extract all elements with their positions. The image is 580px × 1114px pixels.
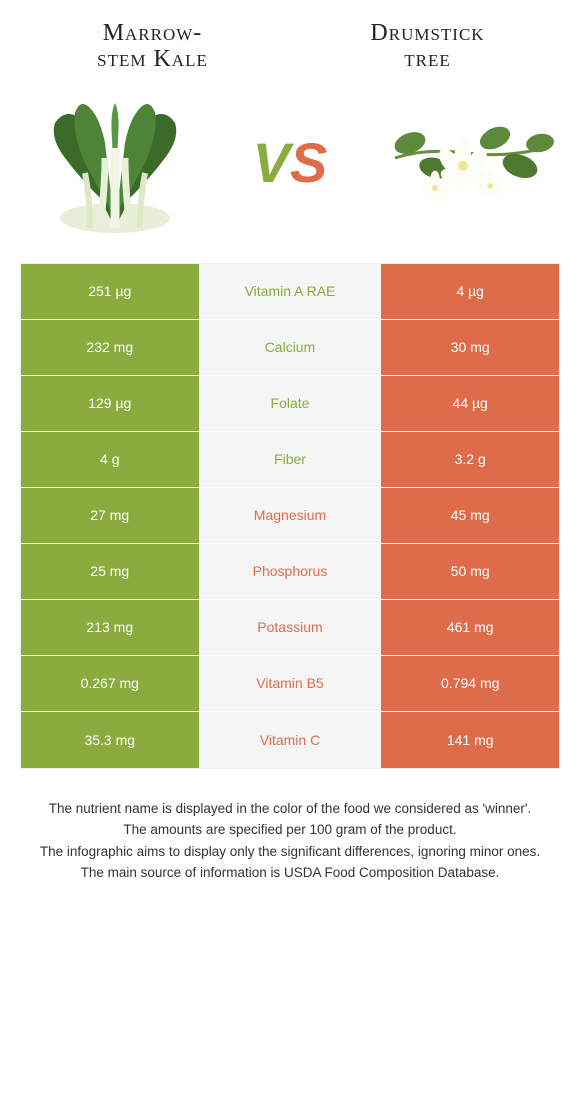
table-row: 25 mg Phosphorus 50 mg — [21, 544, 559, 600]
title-text: stem Kale — [97, 46, 208, 72]
footnote-text: The nutrient name is displayed in the co… — [30, 799, 550, 819]
right-value: 461 mg — [381, 600, 559, 655]
footnote-text: The main source of information is USDA F… — [30, 863, 550, 883]
right-value: 30 mg — [381, 320, 559, 375]
left-food-title: Marrow- stem Kale — [29, 20, 277, 73]
drumstick-image — [375, 88, 555, 238]
nutrient-label: Calcium — [199, 320, 382, 375]
title-text: Marrow- — [103, 20, 203, 46]
table-row: 27 mg Magnesium 45 mg — [21, 488, 559, 544]
left-value: 35.3 mg — [21, 712, 199, 768]
table-row: 251 µg Vitamin A RAE 4 µg — [21, 264, 559, 320]
title-text: tree — [404, 46, 451, 72]
left-value: 213 mg — [21, 600, 199, 655]
nutrient-label: Folate — [199, 376, 382, 431]
right-value: 44 µg — [381, 376, 559, 431]
header: Marrow- stem Kale Drumstick tree — [15, 20, 565, 73]
nutrient-label: Vitamin C — [199, 712, 382, 768]
vs-v: V — [253, 131, 290, 194]
footnote-text: The infographic aims to display only the… — [30, 842, 550, 862]
vs-s: S — [290, 131, 327, 194]
table-row: 35.3 mg Vitamin C 141 mg — [21, 712, 559, 768]
nutrient-label: Vitamin B5 — [199, 656, 382, 711]
vs-label: VS — [253, 130, 328, 195]
footnote-text: The amounts are specified per 100 gram o… — [30, 820, 550, 840]
right-value: 50 mg — [381, 544, 559, 599]
title-text: Drumstick — [370, 20, 484, 46]
right-value: 3.2 g — [381, 432, 559, 487]
footnotes: The nutrient name is displayed in the co… — [15, 799, 565, 883]
nutrient-label: Vitamin A RAE — [199, 264, 382, 319]
left-value: 232 mg — [21, 320, 199, 375]
nutrient-table: 251 µg Vitamin A RAE 4 µg 232 mg Calcium… — [20, 263, 560, 769]
right-value: 4 µg — [381, 264, 559, 319]
nutrient-label: Fiber — [199, 432, 382, 487]
left-value: 251 µg — [21, 264, 199, 319]
left-value: 129 µg — [21, 376, 199, 431]
left-value: 25 mg — [21, 544, 199, 599]
kale-image — [25, 88, 205, 238]
images-row: VS — [15, 88, 565, 238]
nutrient-label: Phosphorus — [199, 544, 382, 599]
right-food-title: Drumstick tree — [304, 20, 552, 73]
table-row: 213 mg Potassium 461 mg — [21, 600, 559, 656]
left-value: 0.267 mg — [21, 656, 199, 711]
left-value: 27 mg — [21, 488, 199, 543]
table-row: 4 g Fiber 3.2 g — [21, 432, 559, 488]
left-value: 4 g — [21, 432, 199, 487]
table-row: 232 mg Calcium 30 mg — [21, 320, 559, 376]
table-row: 129 µg Folate 44 µg — [21, 376, 559, 432]
right-value: 0.794 mg — [381, 656, 559, 711]
right-value: 141 mg — [381, 712, 559, 768]
nutrient-label: Potassium — [199, 600, 382, 655]
nutrient-label: Magnesium — [199, 488, 382, 543]
right-value: 45 mg — [381, 488, 559, 543]
table-row: 0.267 mg Vitamin B5 0.794 mg — [21, 656, 559, 712]
